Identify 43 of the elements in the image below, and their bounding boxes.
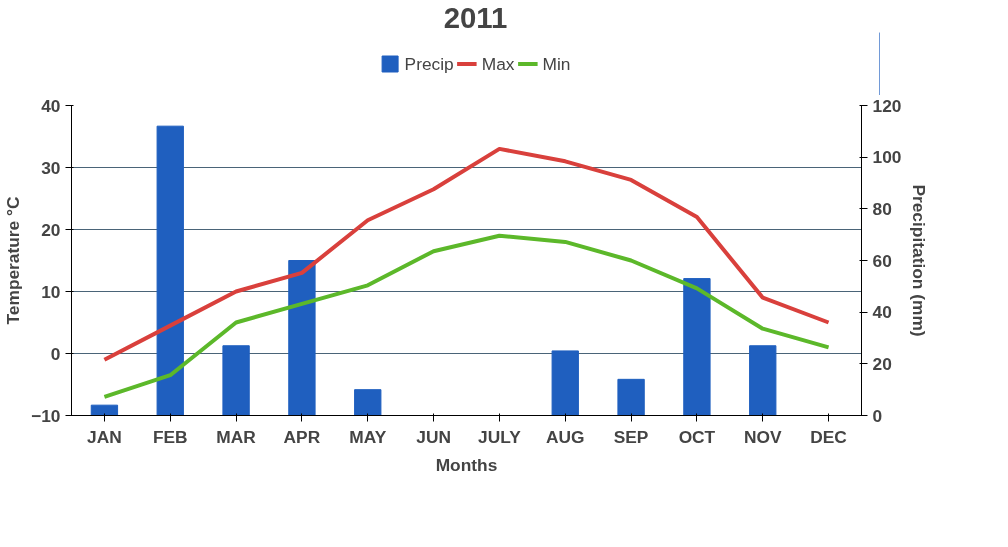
y-tick-label: 40 [41, 95, 61, 116]
bar [354, 389, 382, 416]
y-tick-label: 30 [41, 157, 61, 178]
bar [551, 350, 579, 416]
x-tick-label: JAN [87, 426, 122, 447]
x-tick-label: SEP [613, 426, 649, 447]
bar [749, 345, 777, 416]
y2-tick-label: 60 [872, 250, 892, 271]
y-tick-label: 10 [41, 281, 61, 302]
y2-tick-label: 80 [872, 198, 892, 219]
x-axis-title: Months [435, 454, 498, 475]
line-series [102, 146, 831, 362]
x-tick-label: MAY [349, 426, 387, 447]
y-tick-label: 0 [50, 343, 61, 364]
bar [90, 404, 119, 416]
x-tick-label: MAR [216, 426, 257, 447]
y-tick-label: −10 [31, 405, 61, 426]
y2-tick-label: 120 [872, 95, 902, 116]
x-tick-label: APR [283, 426, 321, 447]
y2-tick-label: 40 [872, 302, 892, 323]
x-tick-label: JUN [416, 426, 451, 447]
y2-axis-title: Precipitation (mm) [909, 184, 930, 337]
y2-tick-label: 0 [872, 405, 883, 426]
x-tick-label: AUG [546, 426, 585, 447]
x-tick-label: FEB [152, 426, 188, 447]
bar [617, 378, 645, 416]
y2-tick-label: 20 [872, 353, 892, 374]
bar [222, 345, 250, 416]
x-tick-label: DEC [810, 426, 848, 447]
legend-label: Precip [404, 53, 454, 74]
x-tick-label: NOV [743, 426, 782, 447]
bar [288, 260, 316, 416]
x-tick-label: JULY [478, 426, 522, 447]
bar [683, 278, 711, 416]
legend-label: Min [542, 53, 571, 74]
y-tick-label: 20 [41, 219, 61, 240]
chart-title: 2011 [443, 0, 508, 34]
bar [156, 125, 184, 416]
y2-tick-label: 100 [872, 147, 902, 168]
y-axis-title: Temperature °C [3, 196, 24, 325]
line-series [102, 233, 831, 399]
legend-label: Max [481, 53, 515, 74]
x-tick-label: OCT [678, 426, 716, 447]
